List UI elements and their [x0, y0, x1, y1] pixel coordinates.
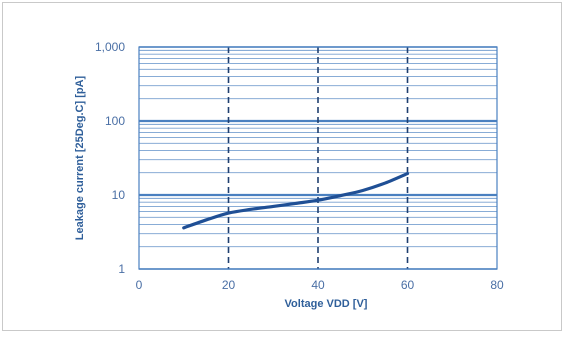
- chart-frame: 0 20 40 60 80 1 10 100 1,000 Voltage VDD [V] Leaka…: [2, 2, 562, 331]
- leakage-current-series-line: [182, 171, 410, 230]
- y-tick-label: 1,000: [95, 40, 125, 54]
- leakage-current-chart: 0 20 40 60 80 1 10 100 1,000 Voltage VDD [V] Leaka…: [74, 40, 504, 310]
- x-tick-label: 20: [222, 278, 236, 292]
- grid-layer: [139, 46, 497, 270]
- y-tick-label: 100: [105, 114, 125, 128]
- y-tick-label: 10: [112, 188, 126, 202]
- series-layer: [182, 171, 410, 230]
- x-tick-label: 60: [401, 278, 415, 292]
- label-layer: 0 20 40 60 80 1 10 100 1,000 Voltage VDD [V] Leaka…: [74, 40, 504, 310]
- x-axis-title: Voltage VDD [V]: [285, 298, 368, 310]
- y-tick-label: 1: [118, 262, 125, 276]
- y-axis-title: Leakage current [25Deg.C] [pA]: [74, 75, 86, 240]
- x-tick-label: 0: [136, 278, 143, 292]
- plot-area-border: [138, 46, 498, 270]
- axis-layer: [138, 46, 498, 270]
- x-tick-label: 80: [490, 278, 504, 292]
- x-tick-label: 40: [311, 278, 325, 292]
